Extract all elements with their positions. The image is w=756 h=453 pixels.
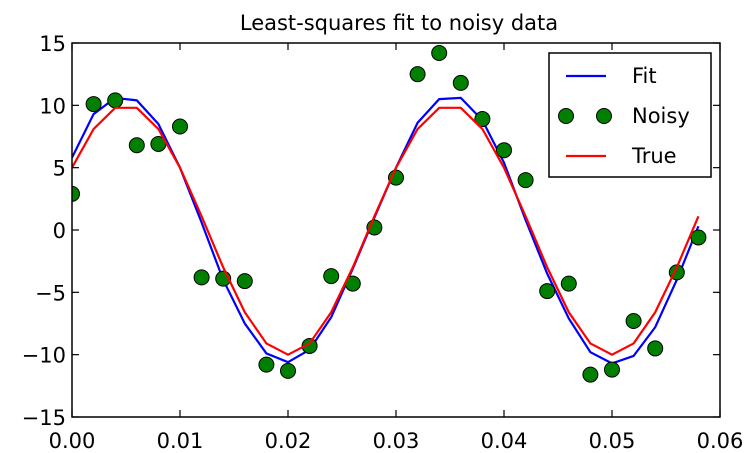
- y-tick-label: −15: [22, 406, 66, 430]
- series-noisy-point: [582, 366, 599, 383]
- x-tick-label: 0.00: [49, 429, 96, 453]
- x-tick-label: 0.05: [589, 429, 636, 453]
- y-tick-label: −10: [22, 344, 66, 368]
- series-noisy-point: [72, 185, 80, 202]
- y-tick-label: 0: [53, 219, 66, 243]
- series-noisy-point: [539, 283, 556, 300]
- series-noisy-point: [431, 44, 448, 61]
- legend-label-true: True: [631, 144, 677, 168]
- chart-title: Least-squares fit to noisy data: [240, 11, 558, 35]
- legend-label-fit: Fit: [632, 64, 657, 88]
- y-tick-label: −5: [35, 281, 66, 305]
- y-tick-label: 5: [53, 157, 66, 181]
- x-tick-label: 0.03: [373, 429, 420, 453]
- series-noisy-point: [647, 340, 664, 357]
- series-noisy-point: [517, 172, 534, 189]
- x-tick-label: 0.02: [265, 429, 312, 453]
- series-noisy-point: [323, 268, 340, 285]
- x-tick-label: 0.04: [481, 429, 528, 453]
- series-noisy-point: [236, 273, 253, 290]
- legend: Fit Noisy True: [548, 52, 712, 178]
- y-tick-label: 15: [39, 32, 66, 56]
- series-noisy-point: [301, 337, 318, 354]
- series-true-line: [72, 106, 700, 356]
- series-noisy-point: [107, 92, 124, 109]
- series-noisy-point: [128, 137, 145, 154]
- series-noisy-point: [496, 142, 512, 159]
- series-noisy-point: [604, 361, 620, 378]
- legend-label-noisy: Noisy: [632, 104, 690, 128]
- series-noisy-point: [452, 74, 469, 91]
- series-noisy-point: [409, 66, 426, 83]
- series-noisy-point: [560, 275, 577, 292]
- series-noisy-point: [258, 356, 275, 373]
- ticks-layer: 0.00 0.01 0.02 0.03 0.04 0.05 0.06 −15 −10 −5 0 5 10…: [22, 32, 744, 453]
- series-noisy-point: [85, 96, 102, 113]
- series-noisy-point: [690, 229, 707, 246]
- series-layer: [72, 44, 707, 383]
- x-tick-label: 0.01: [157, 429, 204, 453]
- legend-swatch-noisy: [596, 108, 612, 124]
- y-tick-label: 10: [39, 94, 66, 118]
- series-noisy-point: [280, 362, 296, 379]
- legend-swatch-noisy: [558, 108, 574, 124]
- series-noisy-point: [625, 313, 642, 330]
- series-noisy-point: [172, 118, 188, 135]
- x-tick-label: 0.06: [697, 429, 744, 453]
- series-noisy-point: [193, 269, 210, 286]
- series-noisy-point: [474, 111, 491, 128]
